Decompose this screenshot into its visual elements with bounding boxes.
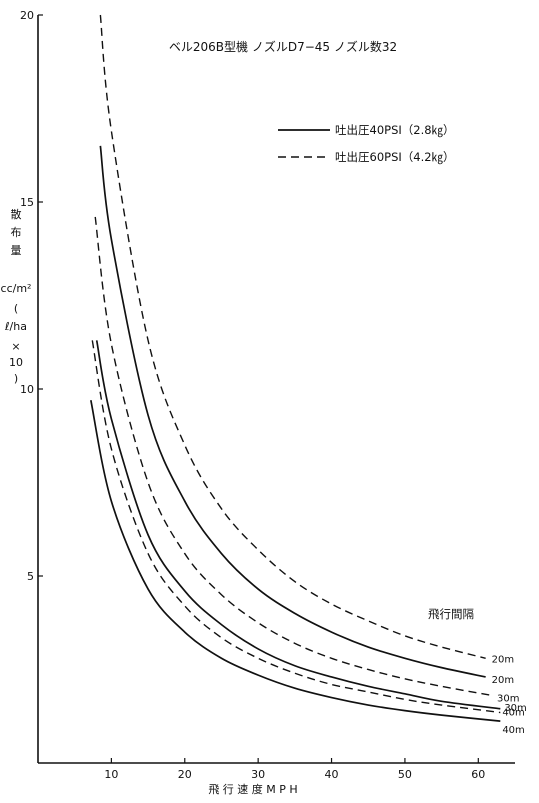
y-tick-label-10: 10	[20, 383, 34, 396]
x-axis-label: 飛 行 速 度 M P H	[208, 782, 297, 796]
tick-labels: 10 20 30 40 50 60 5 10 15 20	[20, 9, 485, 781]
series-40psi-30m-line	[95, 340, 501, 710]
x-tick-label-30: 30	[251, 768, 265, 781]
ticks	[38, 14, 479, 763]
series-40psi-20m-line	[99, 145, 486, 678]
y-axis-label-part-4: (	[14, 302, 18, 315]
series-60psi-20m-line	[99, 14, 486, 659]
y-tick-label-5: 5	[27, 570, 34, 583]
series-60psi-20m-label: 20m	[492, 654, 514, 665]
x-tick-label-60: 60	[471, 768, 485, 781]
x-tick-label-10: 10	[104, 768, 118, 781]
y-axis-label-part-8: )	[14, 372, 18, 385]
y-axis-label-part-3: cc/m²	[1, 282, 32, 295]
y-axis-label: 散布量 cc/m² ( ℓ/ha × 10)	[1, 207, 32, 385]
y-axis-label-part-7: 10	[9, 356, 23, 369]
y-axis-label-part-0: 散	[11, 207, 22, 221]
series-layer	[90, 14, 501, 722]
x-tick-label-40: 40	[325, 768, 339, 781]
y-tick-label-15: 15	[20, 196, 34, 209]
legend-label-40psi: 吐出圧40PSI（2.8㎏）	[335, 123, 455, 137]
x-tick-label-20: 20	[178, 768, 192, 781]
chart-title: ベル206B型機 ノズルD7−45 ノズル数32	[169, 39, 397, 54]
y-axis-label-part-5: ℓ/ha	[4, 320, 27, 333]
legend-label-60psi: 吐出圧60PSI（4.2㎏）	[335, 150, 455, 164]
x-tick-label-50: 50	[398, 768, 412, 781]
series-60psi-40m-line	[91, 340, 501, 714]
series-40psi-20m-label: 20m	[492, 675, 514, 686]
flight-interval-annotation: 飛行間隔	[428, 607, 474, 621]
y-axis-label-part-2: 量	[11, 244, 22, 257]
series-40psi-40m-label: 40m	[502, 725, 524, 736]
y-axis-label-part-1: 布	[11, 226, 22, 239]
series-60psi-30m-label: 30m	[497, 694, 519, 705]
legend: 吐出圧40PSI（2.8㎏） 吐出圧60PSI（4.2㎏）	[278, 123, 455, 164]
y-tick-label-20: 20	[20, 9, 34, 22]
series-60psi-40m-label: 40m	[502, 708, 524, 719]
series-60psi-30m-line	[94, 216, 494, 697]
y-axis-label-part-6: ×	[11, 340, 20, 353]
series-40psi-40m-line	[90, 400, 501, 722]
series-40psi-30m-label: 30m	[504, 703, 526, 714]
